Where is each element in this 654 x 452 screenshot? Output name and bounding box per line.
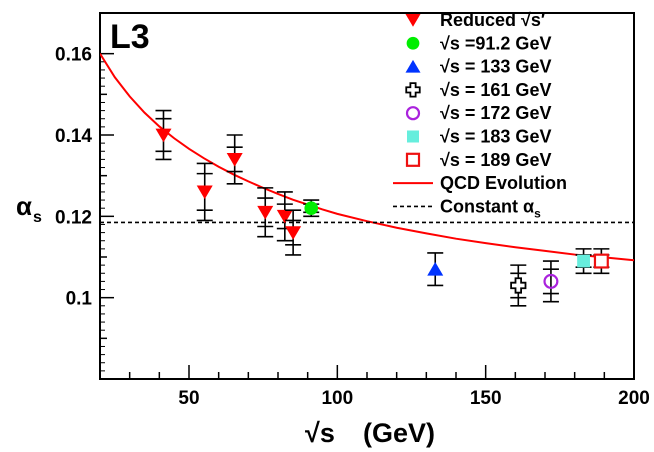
legend-entry-subscript: s xyxy=(534,206,541,220)
points-layer xyxy=(155,109,610,307)
data-point xyxy=(155,109,172,161)
panel-label: L3 xyxy=(110,18,150,56)
legend-entry: √s = 189 GeV xyxy=(440,150,551,170)
data-marker xyxy=(257,205,274,220)
data-marker xyxy=(155,128,172,143)
data-marker xyxy=(226,153,243,167)
x-tick-label: 50 xyxy=(178,388,199,409)
legend-entry: √s = 133 GeV xyxy=(440,57,551,77)
y-axis-label-symbol: α xyxy=(16,191,32,221)
data-marker xyxy=(196,185,213,200)
data-marker xyxy=(427,262,444,276)
y-tick-label: 0.16 xyxy=(55,45,92,66)
legend-entry: Reduced √s′ xyxy=(440,10,545,30)
legend-entry: Constant αs xyxy=(440,196,541,220)
data-marker xyxy=(285,226,302,240)
data-point xyxy=(303,199,320,218)
x-axis-label-prefix: √s xyxy=(305,418,335,448)
legend-entry: QCD Evolution xyxy=(440,173,567,193)
data-point xyxy=(510,264,527,307)
legend-marker xyxy=(405,82,421,98)
x-axis-label-unit: (GeV) xyxy=(363,418,435,448)
y-tick-label: 0.1 xyxy=(66,289,93,310)
data-marker xyxy=(543,273,559,289)
x-tick-label: 150 xyxy=(470,388,502,409)
x-tick-label: 200 xyxy=(618,388,650,409)
y-tick-label: 0.14 xyxy=(55,126,92,147)
legend-entry: √s = 161 GeV xyxy=(440,80,551,100)
data-point xyxy=(593,248,610,275)
x-tick-label: 100 xyxy=(321,388,353,409)
legend-marker xyxy=(407,130,419,143)
data-marker xyxy=(276,209,293,224)
data-point xyxy=(285,209,302,256)
legend-marker xyxy=(405,14,421,27)
y-tick-label: 0.12 xyxy=(55,207,92,228)
legend-marker xyxy=(405,106,421,121)
data-point xyxy=(542,260,559,303)
y-axis-label: α s xyxy=(16,191,42,226)
legend-marker xyxy=(405,59,421,73)
legend-entry: √s = 183 GeV xyxy=(440,127,551,147)
legend-marker xyxy=(406,36,420,50)
y-axis-label-subscript: s xyxy=(33,209,42,226)
lines-layer xyxy=(100,53,634,262)
data-point xyxy=(427,252,444,287)
legend-entry: √s = 172 GeV xyxy=(440,103,551,123)
data-marker xyxy=(577,254,590,268)
axes: 50 100 150 200 0.1 0.12 0.14 0.16 xyxy=(55,45,650,409)
data-point xyxy=(196,162,213,222)
x-axis-label: √s (GeV) xyxy=(305,418,435,448)
legend-entry: √s =91.2 GeV xyxy=(440,33,551,53)
data-marker xyxy=(510,277,527,294)
data-marker xyxy=(304,201,319,215)
data-point xyxy=(575,248,592,275)
data-point xyxy=(257,187,274,238)
legend-marker xyxy=(405,152,421,167)
plot-frame xyxy=(99,12,635,380)
legend: Reduced √s′ √s =91.2 GeV √s = 133 GeV √s = … xyxy=(393,10,567,220)
data-point xyxy=(226,134,243,185)
data-marker xyxy=(593,253,609,269)
qcd-evolution-curve xyxy=(100,53,634,262)
